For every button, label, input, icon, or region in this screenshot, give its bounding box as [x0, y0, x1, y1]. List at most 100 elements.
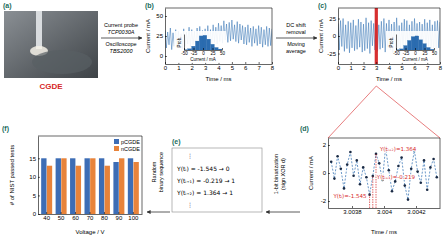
inset-background [174, 31, 226, 63]
tick-label: 100 [128, 215, 139, 221]
tick-label: 90 [116, 215, 123, 221]
y-tick: 0 [160, 53, 167, 59]
photo [4, 11, 98, 78]
legend: pCGDEnCGDE [114, 139, 140, 152]
x-tick: 50 [432, 48, 438, 56]
tick-mark [364, 62, 365, 64]
arrow-label: removal [286, 29, 306, 35]
tick-label: 80 [101, 215, 108, 221]
x-tick: 4 [217, 62, 221, 71]
data-point [333, 177, 336, 180]
y-axis: -25025 [327, 9, 340, 65]
x-tick: 7 [426, 62, 430, 71]
x-axis-title: Current / mA [190, 57, 216, 62]
x-axis: 3.00383.0043.0042 [329, 206, 441, 215]
tick-mark [165, 36, 167, 37]
data-point [410, 168, 413, 171]
frame [272, 8, 273, 64]
tick-mark [38, 195, 40, 196]
zoom-connector [376, 86, 440, 138]
frame [38, 136, 142, 137]
axis-line [165, 9, 166, 65]
tick-label: 5 [231, 65, 235, 71]
chart-3: -50-2502550Current / mAProb. [386, 31, 438, 63]
data-point [436, 176, 439, 179]
y-tick: 5 [33, 193, 40, 199]
tick-label: 6 [244, 65, 248, 71]
data-point [352, 175, 355, 178]
tick-label: 0 [323, 170, 327, 176]
data-point [407, 198, 410, 201]
tick-label: 3 [204, 65, 208, 71]
histogram-bar [415, 36, 419, 50]
chart-2: 012345678-25025Time / msCurrent / mA [318, 8, 443, 82]
y-tick: 15 [29, 156, 40, 162]
tick-label: 40 [43, 215, 50, 221]
box-line: Y(tᵢ) = -1.545 → 0 [176, 165, 230, 172]
annotation: Y(tᵢ₊₂)=1.364 [379, 146, 417, 152]
histogram-bar [218, 49, 222, 50]
tick-mark [213, 48, 214, 50]
tick-mark [165, 56, 167, 57]
tick-label: 3.0038 [343, 209, 362, 215]
tick-mark [38, 158, 40, 159]
x-axis-title: Voltage / V [75, 229, 104, 235]
legend-label: nCGDE [121, 146, 140, 152]
data-point [356, 159, 359, 162]
axis-line [184, 35, 185, 51]
tick-label: 70 [87, 215, 94, 221]
panel-label: (f) [2, 125, 9, 133]
x-axis-title: Time / ms [371, 229, 397, 235]
data-point [432, 158, 435, 161]
tick-label: 5 [401, 65, 405, 71]
y-axis-title: Current / mA [308, 156, 314, 190]
tick-mark [133, 212, 134, 214]
plot-marks [41, 158, 139, 214]
data-point [378, 162, 381, 165]
axis-line [396, 35, 397, 51]
frame [328, 138, 440, 139]
tick-mark [338, 19, 340, 20]
panel-label: (a) [3, 2, 12, 10]
annotation-guide [372, 176, 373, 208]
panel-label: (b) [145, 2, 154, 10]
tick-mark [203, 48, 204, 50]
y-tick: 0 [333, 33, 340, 39]
x-tick: 60 [72, 212, 79, 221]
tick-label: -50 [181, 51, 188, 56]
tick-label: 0 [33, 211, 37, 217]
histogram-bar [211, 44, 215, 50]
bar [85, 158, 90, 214]
box-line: ⋮ [187, 201, 193, 208]
binarization-box [172, 148, 262, 212]
x-tick: 6 [413, 62, 417, 71]
tick-mark [351, 62, 352, 64]
frame [142, 136, 143, 214]
y-axis-title: # of NIST passed tests [9, 145, 15, 206]
arrow-label: Oscilloscope [105, 41, 136, 47]
data-point [400, 156, 403, 159]
tick-label: -50 [393, 51, 400, 56]
histogram-bar [430, 49, 434, 50]
histogram-bar [195, 41, 199, 50]
bar [99, 158, 104, 214]
tick-mark [38, 214, 40, 215]
tick-label: 4 [217, 65, 221, 71]
frame [440, 138, 441, 208]
photo-label: CGDE [39, 82, 63, 91]
box-line: Y(tᵢ₊₁) = -0.219 → 1 [176, 177, 235, 184]
tick-label: 50 [58, 215, 65, 221]
tick-mark [194, 48, 195, 50]
data-point [340, 168, 343, 171]
tick-label: 6 [413, 65, 417, 71]
data-point [388, 169, 391, 172]
tick-mark [165, 16, 167, 17]
x-tick: 7 [257, 62, 261, 71]
legend-swatch [114, 139, 119, 144]
plot-marks [330, 147, 438, 209]
tick-label: 25 [156, 33, 163, 39]
tick-mark [61, 212, 62, 214]
tick-label: 3.0042 [407, 209, 426, 215]
figure-svg: CGDE01234567802550Time / msCurrent / mA-… [0, 0, 448, 252]
tick-label: 0 [202, 51, 205, 56]
